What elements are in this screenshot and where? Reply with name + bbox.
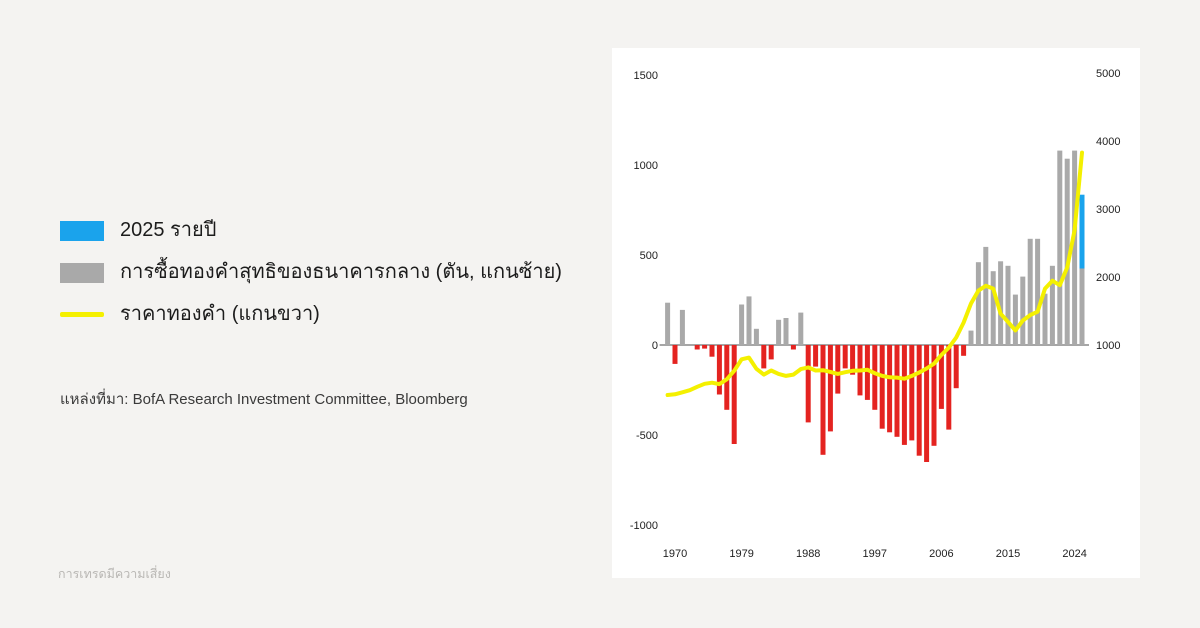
bar-2021 [1049,265,1055,345]
bar-1997 [872,345,878,410]
left-axis-tick-1500: 1500 [634,70,658,82]
right-axis-tick-1000: 1000 [1096,340,1120,352]
bar-1984 [776,319,782,345]
bar-1980 [746,296,752,345]
bar-2009 [961,345,967,356]
legend-item-cb-purchases: การซื้อทองคำสุทธิของธนาคารกลาง (ตัน, แกน… [60,260,562,285]
bar-1979 [739,304,745,345]
bar-2014 [998,261,1004,345]
x-axis-tick-1997: 1997 [863,548,887,560]
x-axis-tick-1979: 1979 [729,548,753,560]
bar-1983 [768,345,774,360]
right-axis-tick-4000: 4000 [1096,136,1120,148]
bar-1981 [753,328,759,345]
bar-1970 [672,345,678,364]
bar-2010 [968,330,974,345]
bar-2024 [1072,150,1078,345]
bar-1990 [820,345,826,455]
right-axis-tick-5000: 5000 [1096,68,1120,80]
x-axis-tick-1970: 1970 [663,548,687,560]
bar-1982 [761,345,767,369]
legend-label-gold-price: ราคาทองคำ (แกนขวา) [120,303,320,325]
bar-1985 [783,318,789,345]
left-axis-tick--500: -500 [636,430,658,442]
bar-1998 [879,345,885,429]
legend-swatch-2025-icon [60,220,104,241]
left-axis-tick--1000: -1000 [630,520,658,532]
footer-disclaimer: การเทรดมีความเสี่ยง [58,567,171,581]
bar-2019 [1035,238,1041,345]
bar-1999 [887,345,893,433]
source-text: แหล่งที่มา: BofA Research Investment Com… [60,391,468,408]
bar-2003 [916,345,922,456]
bar-2017 [1020,276,1026,345]
gold-price-line [665,150,1084,397]
legend-label-cb-purchases: การซื้อทองคำสุทธิของธนาคารกลาง (ตัน, แกน… [120,261,562,283]
left-axis-tick-1000: 1000 [634,160,658,172]
bar-2004 [924,345,930,462]
bar-1989 [813,345,819,367]
bar-2000 [894,345,900,437]
bar-1975 [709,345,715,357]
bar-2025-actual [1079,268,1085,345]
bar-1993 [842,345,848,369]
bar-1994 [850,345,856,375]
right-axis-tick-2000: 2000 [1096,272,1120,284]
bar-1987 [798,312,804,345]
bar-2012 [983,246,989,345]
legend: 2025 รายปี การซื้อทองคำสุทธิของธนาคารกลา… [60,218,562,344]
right-axis-tick-3000: 3000 [1096,204,1120,216]
bar-2005 [931,345,937,446]
bar-2002 [909,345,915,441]
chart-panel: 1500 1000 500 0 -500 -1000 5000 4000 3000 2000 100… [612,48,1140,578]
x-axis-tick-2015: 2015 [996,548,1020,560]
bar-2020 [1042,293,1048,345]
bar-2016 [1012,294,1018,345]
bar-2025-annualized [1079,194,1085,269]
bar-2011 [975,262,981,345]
x-axis-tick-2006: 2006 [929,548,953,560]
legend-swatch-cb-purchases-icon [60,262,104,283]
left-axis-tick-500: 500 [640,250,658,262]
bar-2023 [1064,158,1070,345]
bar-1978 [731,345,737,444]
bar-2007 [946,345,952,430]
legend-swatch-gold-price-icon [60,312,104,317]
bar-2018 [1027,238,1033,345]
bar-1976 [716,345,722,395]
bar-1992 [835,345,841,394]
x-axis-tick-2024: 2024 [1062,548,1086,560]
bar-1971 [679,309,685,345]
bar-1996 [864,345,870,400]
bar-1986 [790,345,796,350]
bar-1974 [702,345,708,349]
bar-2015 [1005,265,1011,345]
legend-item-2025: 2025 รายปี [60,218,562,243]
bar-2001 [901,345,907,445]
bar-1988 [805,345,811,423]
left-axis-tick-0: 0 [652,340,658,352]
legend-item-gold-price: ราคาทองคำ (แกนขวา) [60,302,562,327]
bar-1991 [827,345,833,432]
bar-2008 [953,345,959,389]
bar-2013 [990,271,996,345]
bar-1973 [694,345,700,350]
x-axis-tick-1988: 1988 [796,548,820,560]
gold-purchases-chart: 150010005000-500-10005000400030002000100… [630,68,1121,560]
legend-label-2025: 2025 รายปี [120,219,217,241]
bar-2006 [938,345,944,409]
bar-1969 [665,302,671,345]
bar-2022 [1057,150,1063,345]
